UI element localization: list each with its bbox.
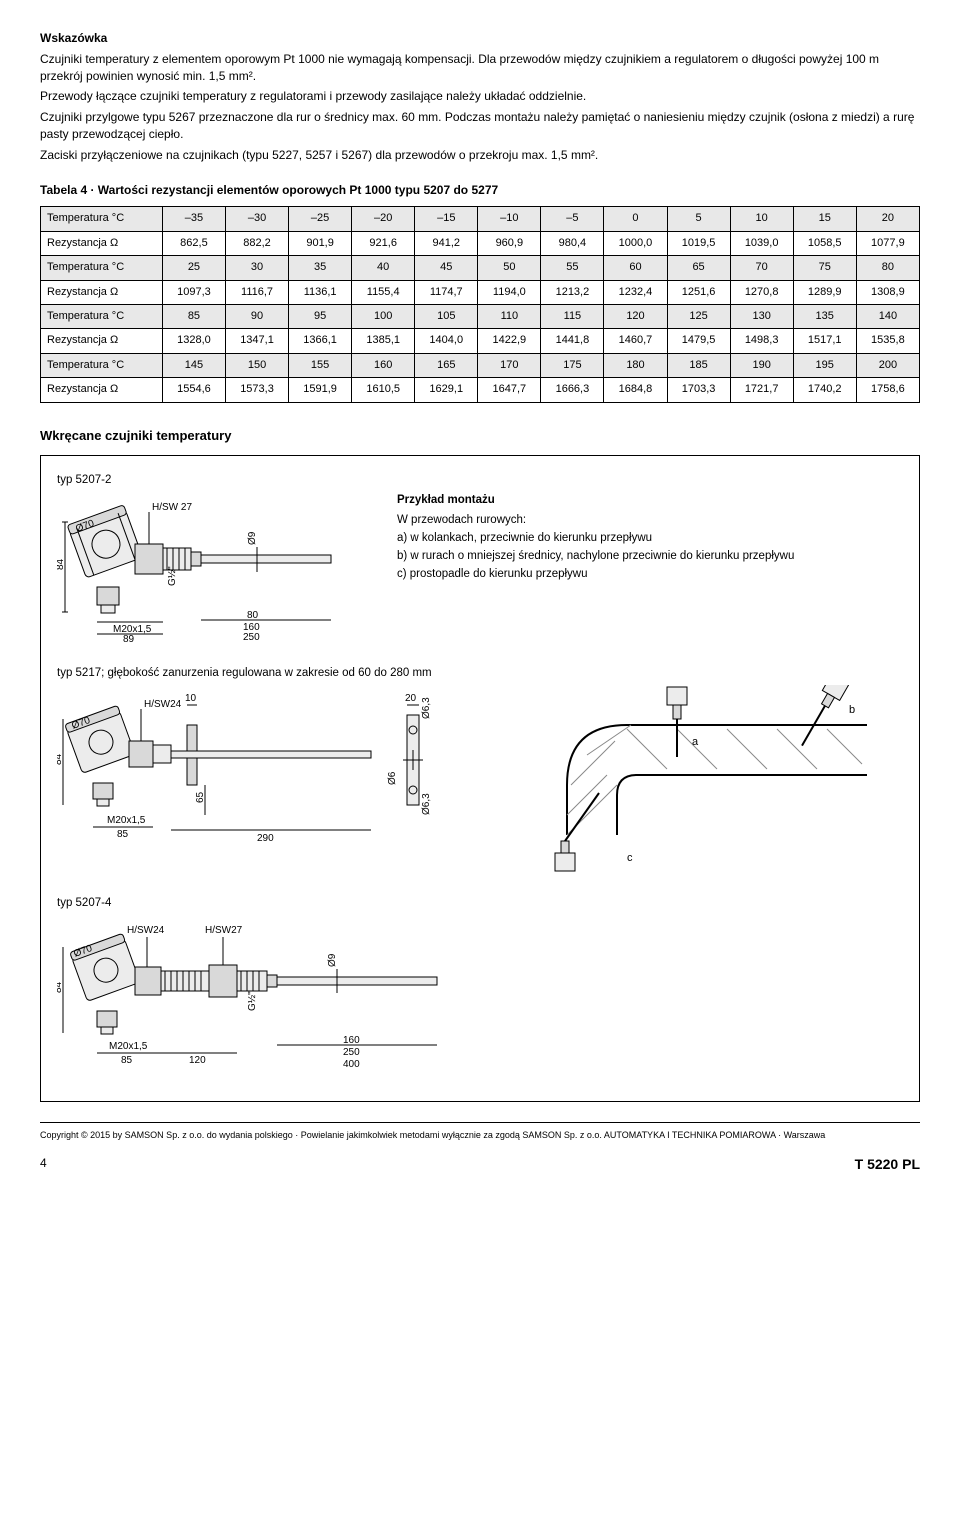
section-title: Wkręcane czujniki temperatury (40, 427, 920, 445)
dim-5217-85: 85 (117, 829, 129, 840)
dim4-g12: G½" (247, 991, 258, 1011)
dim4-400: 400 (343, 1059, 360, 1070)
intro-p1: Czujniki temperatury z elementem oporowy… (40, 51, 920, 85)
mounting-intro: W przewodach rurowych: (397, 512, 903, 528)
intro-p4: Zaciski przyłączeniowe na czujnikach (ty… (40, 147, 920, 164)
dim4-120: 120 (189, 1055, 206, 1066)
mounting-c: c) prostopadle do kierunku przepływu (397, 566, 903, 582)
dim-5217-290: 290 (257, 833, 274, 844)
dim4-84: 84 (57, 981, 64, 993)
dim4-m20: M20x1,5 (109, 1041, 148, 1052)
dim4-hsw24: H/SW24 (127, 925, 165, 936)
page-number: 4 (40, 1155, 47, 1175)
dim4-160: 160 (343, 1035, 360, 1046)
label-5217: typ 5217; głębokość zanurzenia regulowan… (57, 665, 903, 681)
dim-hsw27: H/SW 27 (152, 502, 192, 513)
intro-p3: Czujniki przylgowe typu 5267 przeznaczon… (40, 109, 920, 143)
dim-g12: G½" (167, 566, 178, 586)
dim4-d9: Ø9 (327, 953, 338, 967)
dim-5217-d6: Ø6 (387, 771, 398, 785)
dim4-250: 250 (343, 1047, 360, 1058)
page-footer: 4 T 5220 PL (40, 1155, 920, 1175)
dim-5217-hsw: H/SW24 (144, 699, 182, 710)
dim-5217-d63a: Ø6,3 (421, 697, 432, 719)
mounting-a: a) w kolankach, przeciwnie do kierunku p… (397, 530, 903, 546)
resistance-table: Temperatura °C–35–30–25–20–15–10–5051015… (40, 206, 920, 402)
dim-80: 80 (247, 610, 259, 621)
mounting-b: b) w rurach o mniejszej średnicy, nachyl… (397, 548, 903, 564)
mounting-title: Przykład montażu (397, 492, 903, 508)
pipe-label-a: a (692, 736, 699, 748)
diagram-frame: typ 5207-2 (40, 455, 920, 1102)
dim-5217-65: 65 (195, 791, 206, 803)
label-5207-4: typ 5207-4 (57, 895, 903, 911)
hint-title: Wskazówka (40, 30, 920, 47)
dim-5217-20: 20 (405, 693, 417, 704)
intro-p2: Przewody łączące czujniki temperatury z … (40, 88, 920, 105)
intro-block: Wskazówka Czujniki temperatury z element… (40, 30, 920, 164)
dim-5217-d63b: Ø6,3 (421, 793, 432, 815)
dim-5217-m20: M20x1,5 (107, 815, 146, 826)
table4-title: Tabela 4 · Wartości rezystancji elementó… (40, 182, 920, 199)
doc-id: T 5220 PL (855, 1155, 920, 1175)
dim4-85: 85 (121, 1055, 133, 1066)
diagram-5207-4: H/SW24 H/SW27 Ø70 84 G½" Ø9 M20x1,5 85 1… (57, 915, 903, 1085)
pipe-label-b: b (849, 704, 855, 716)
dim-84: 84 (57, 558, 66, 570)
dim-5217-10: 10 (185, 693, 197, 704)
dim-d9: Ø9 (247, 531, 258, 545)
dim4-hsw27: H/SW27 (205, 925, 243, 936)
diagram-5217-row: H/SW24 Ø70 84 M20x1,5 85 65 290 10 (57, 685, 903, 885)
dim-89: 89 (123, 634, 135, 642)
diagram-5207-2: H/SW 27 Ø70 84 G½" Ø9 M20x1,5 89 80 (57, 492, 377, 647)
dim-5217-84: 84 (57, 753, 64, 765)
label-5207-2: typ 5207-2 (57, 472, 903, 488)
copyright: Copyright © 2015 by SAMSON Sp. z o.o. do… (40, 1122, 920, 1142)
pipe-label-c: c (627, 852, 633, 864)
mounting-text: Przykład montażu W przewodach rurowych: … (397, 492, 903, 647)
dim-250: 250 (243, 632, 260, 642)
